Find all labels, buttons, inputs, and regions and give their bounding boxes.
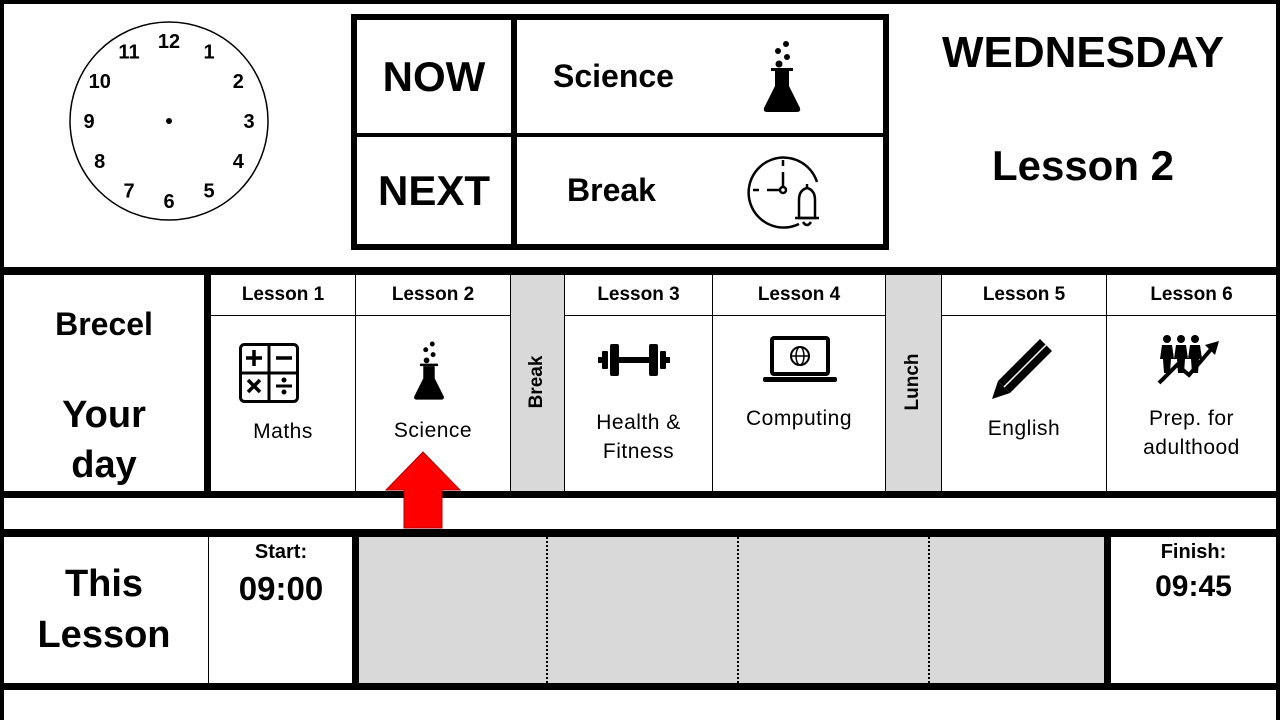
clock-number: 3 — [243, 111, 254, 133]
lesson-header: Lesson 3 — [597, 284, 680, 305]
divider — [0, 267, 1280, 275]
start-time: 09:00 — [238, 570, 324, 607]
lesson-subject-line2: Fitness — [602, 440, 675, 463]
lesson-subject: Computing — [745, 407, 853, 430]
clock-number: 5 — [203, 180, 214, 202]
laptop-icon — [762, 335, 838, 390]
top-border — [0, 0, 1280, 4]
divider — [0, 683, 1280, 690]
lesson-header: Lesson 2 — [391, 284, 475, 305]
lesson-cell-3[interactable]: Lesson 3 Health & Fitness — [565, 275, 712, 491]
lunch-label: Lunch — [902, 353, 923, 411]
break-column — [510, 275, 564, 491]
lesson-header: Lesson 4 — [757, 284, 841, 305]
flask-icon — [411, 335, 447, 412]
lesson-cell-4[interactable]: Lesson 4 Computing — [713, 275, 885, 491]
lesson-header: Lesson 5 — [982, 284, 1066, 305]
red-up-arrow-icon — [384, 451, 462, 534]
divider — [0, 529, 1280, 537]
right-border — [1276, 0, 1280, 720]
analog-clock: 12 1 2 3 4 5 6 7 8 9 10 11 — [68, 20, 270, 222]
lesson-subject: Maths — [253, 420, 313, 443]
next-subject: Break — [567, 172, 656, 208]
flask-icon — [760, 38, 804, 121]
start-label: Start: — [254, 541, 308, 563]
lesson-cell-2[interactable]: Lesson 2 Science — [356, 275, 510, 491]
clock-number: 10 — [89, 71, 111, 93]
clock-number: 4 — [233, 151, 245, 173]
clock-number: 8 — [94, 151, 105, 173]
divider — [0, 491, 1280, 498]
now-label: NOW — [382, 52, 486, 100]
break-label: Break — [526, 355, 547, 409]
lesson-cell-5[interactable]: Lesson 5 English — [942, 275, 1106, 491]
lesson-subject-line1: Health & — [596, 411, 681, 434]
lesson-timeline — [352, 537, 1111, 683]
day-name: WEDNESDAY — [942, 28, 1224, 77]
divider — [204, 275, 211, 493]
lesson-subject-line1: Prep. for — [1148, 407, 1235, 430]
your-day-caption-2: day — [71, 444, 137, 486]
clock-number: 2 — [233, 71, 244, 93]
your-day-caption-1: Your — [62, 394, 146, 436]
clock-number: 12 — [158, 31, 180, 53]
pencil-icon — [988, 335, 1056, 408]
maths-symbols-icon — [239, 343, 299, 408]
clock-number: 1 — [203, 42, 214, 64]
finish-time: 09:45 — [1155, 570, 1232, 603]
student-name: Brecel — [55, 306, 153, 342]
clock-number: 11 — [118, 42, 139, 64]
finish-label: Finish: — [1160, 541, 1227, 563]
this-lesson-title-1: This — [64, 563, 144, 605]
lesson-subject: English — [987, 417, 1061, 440]
lesson-cell-1[interactable]: Lesson 1 Maths — [211, 275, 355, 491]
lesson-header: Lesson 6 — [1150, 284, 1233, 305]
lesson-subject: Science — [393, 419, 473, 442]
clock-number: 9 — [83, 111, 94, 133]
now-next-panel: NOW NEXT Science Break — [351, 14, 889, 250]
lesson-cell-6[interactable]: Lesson 6 Prep. for adulthood — [1107, 275, 1276, 491]
clock-number: 6 — [163, 191, 174, 213]
now-subject: Science — [553, 58, 674, 94]
this-lesson-title-2: Lesson — [37, 614, 171, 656]
next-label: NEXT — [377, 166, 490, 214]
clock-number: 7 — [123, 180, 134, 202]
left-border — [0, 0, 4, 720]
lunch-column — [885, 275, 941, 491]
lesson-header: Lesson 1 — [241, 284, 325, 305]
current-lesson-title: Lesson 2 — [991, 142, 1175, 189]
dumbbell-icon — [598, 341, 670, 384]
people-growth-icon — [1157, 331, 1229, 396]
lesson-subject-line2: adulthood — [1143, 436, 1240, 459]
clock-face-icon: 12 12 3 45 6 789 10 11 — [69, 21, 269, 221]
clock-bell-icon — [747, 152, 827, 237]
